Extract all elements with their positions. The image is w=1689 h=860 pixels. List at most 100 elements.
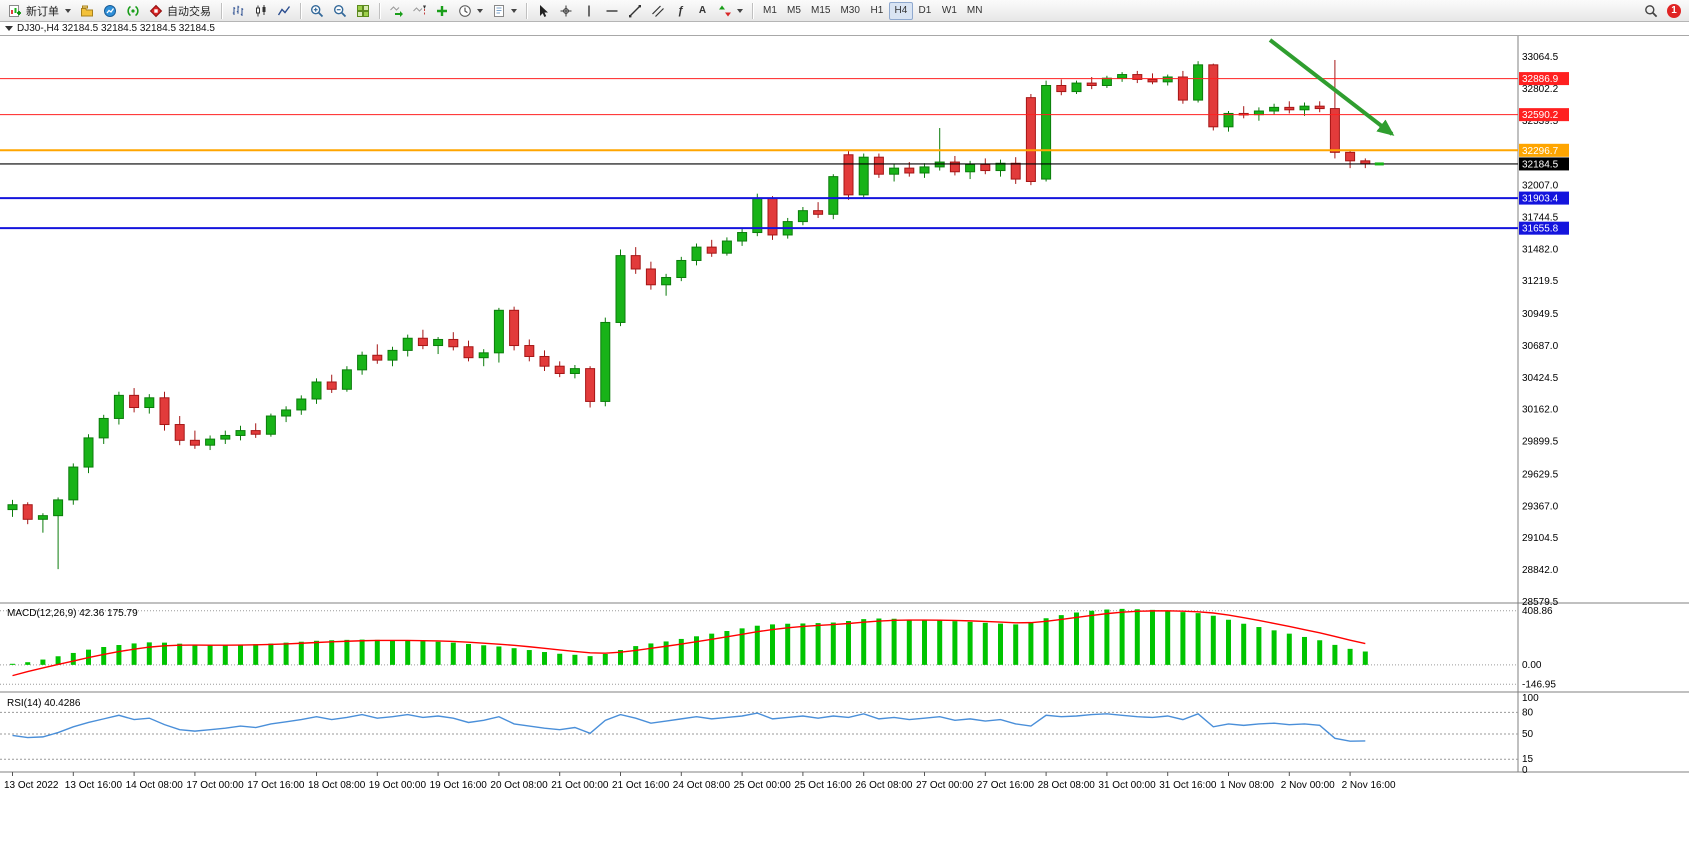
channel-tool-button[interactable] [647, 1, 669, 20]
timeframe-button-M15[interactable]: M15 [806, 2, 835, 20]
periods-button[interactable] [454, 1, 487, 20]
templates-button[interactable] [488, 1, 521, 20]
zoom-out-button[interactable] [329, 1, 351, 20]
axis-label: 408.86 [1522, 606, 1553, 617]
time-label: 17 Oct 16:00 [247, 780, 305, 791]
candle [661, 276, 672, 286]
candle [1117, 74, 1128, 79]
cursor-tool-button[interactable] [532, 1, 554, 20]
line-chart-button[interactable] [273, 1, 295, 20]
tile-windows-button[interactable] [352, 1, 374, 20]
line-chart-icon [277, 5, 291, 15]
axis-label: 15 [1522, 754, 1534, 765]
bar-chart-button[interactable] [227, 1, 249, 20]
trend-arrow[interactable] [1268, 38, 1395, 136]
time-label: 21 Oct 00:00 [551, 780, 609, 791]
candle [357, 354, 368, 371]
text-tool-button[interactable]: A [692, 1, 713, 20]
candle [1041, 84, 1052, 180]
candle [1208, 64, 1219, 128]
new-order-button[interactable]: 新订单 [4, 1, 75, 20]
macd-panel: 408.86 0.00 -146.95 MACD(12,26,9) 42.36 175… [0, 606, 1556, 690]
candle [1345, 151, 1356, 162]
timeframe-button-H4[interactable]: H4 [888, 1, 913, 20]
arrows-tool-button[interactable] [714, 1, 747, 20]
axis-label: 30424.5 [1522, 373, 1559, 384]
zoom-in-button[interactable] [306, 1, 328, 20]
timeframe-button-M30[interactable]: M30 [835, 2, 864, 20]
time-label: 24 Oct 08:00 [673, 780, 731, 791]
axis-label: -146.95 [1522, 679, 1556, 690]
vertical-line-icon [588, 5, 590, 16]
candle [904, 167, 915, 174]
trendline-icon [629, 4, 641, 17]
candle [387, 349, 398, 361]
candle [1086, 82, 1097, 86]
candle [980, 163, 991, 172]
axis-label: 100 [1522, 693, 1539, 704]
axis-label: 29104.5 [1522, 533, 1559, 544]
axis-label: 80 [1522, 707, 1534, 718]
axis-label: 30162.0 [1522, 405, 1559, 416]
candle [1284, 106, 1295, 111]
horizontal-line-tool-button[interactable] [601, 1, 623, 20]
candle [1193, 64, 1204, 101]
fibonacci-tool-button[interactable]: ƒ [670, 1, 691, 20]
profiles-button[interactable] [76, 1, 98, 20]
auto-scroll-button[interactable] [385, 1, 407, 20]
axis-label: 50 [1522, 729, 1534, 740]
candle [858, 156, 869, 196]
search-button[interactable] [1640, 1, 1662, 20]
navigator-button[interactable] [122, 1, 144, 20]
candle [250, 430, 261, 435]
candle [1299, 105, 1310, 111]
axis-label: 0.00 [1522, 660, 1542, 671]
profiles-icon [81, 5, 93, 16]
timeframe-button-M5[interactable]: M5 [782, 2, 806, 20]
candle [676, 259, 687, 278]
toolbar-separator [752, 2, 753, 19]
candle [889, 167, 900, 175]
timeframe-button-MN[interactable]: MN [962, 2, 988, 20]
price-label-text: 32886.9 [1522, 74, 1559, 85]
candle [1147, 78, 1158, 83]
indicators-button[interactable] [431, 1, 453, 20]
market-watch-button[interactable] [99, 1, 121, 20]
crosshair-tool-button[interactable] [555, 1, 577, 20]
arrows-icon [719, 5, 731, 16]
chart-shift-button[interactable] [408, 1, 430, 20]
axis-label: 30687.0 [1522, 341, 1559, 352]
candle [1269, 106, 1280, 112]
timeframe-button-H1[interactable]: H1 [865, 2, 889, 20]
candle [509, 309, 520, 347]
chart-canvas[interactable]: 33064.532802.232539.532277.032007.031744… [0, 22, 1689, 860]
candle [539, 355, 550, 367]
candlestick-chart-button[interactable] [250, 1, 272, 20]
trendline-tool-button[interactable] [624, 1, 646, 20]
auto-trading-button[interactable]: 自动交易 [145, 1, 216, 20]
vertical-line-tool-button[interactable] [578, 1, 600, 20]
axis-label: 28842.0 [1522, 565, 1559, 576]
time-label: 18 Oct 08:00 [308, 780, 366, 791]
candle [113, 394, 124, 419]
candle [463, 346, 474, 359]
candle [372, 354, 383, 361]
notification-badge[interactable]: 1 [1667, 3, 1681, 18]
candle [813, 210, 824, 215]
chart-dropdown-icon[interactable] [5, 26, 13, 31]
timeframe-button-M1[interactable]: M1 [758, 2, 782, 20]
price-label-text: 32296.7 [1522, 146, 1559, 157]
price-label [1519, 221, 1569, 235]
time-label: 13 Oct 2022 [4, 780, 59, 791]
price-lines-layer: 32886.9 32590.2 32296.7 31903.4 31655.8 32184… [0, 72, 1569, 235]
timeframe-button-D1[interactable]: D1 [913, 2, 937, 20]
fibonacci-icon: ƒ [677, 4, 684, 17]
candle [1056, 84, 1067, 93]
candle [1223, 112, 1234, 128]
candle [433, 338, 444, 347]
axis-label: 31482.0 [1522, 244, 1559, 255]
new-order-label: 新订单 [26, 5, 59, 18]
price-label-text: 31655.8 [1522, 224, 1559, 235]
chart-title-bar: DJ30-,H4 32184.5 32184.5 32184.5 32184.5 [0, 22, 1689, 36]
timeframe-button-W1[interactable]: W1 [937, 2, 962, 20]
